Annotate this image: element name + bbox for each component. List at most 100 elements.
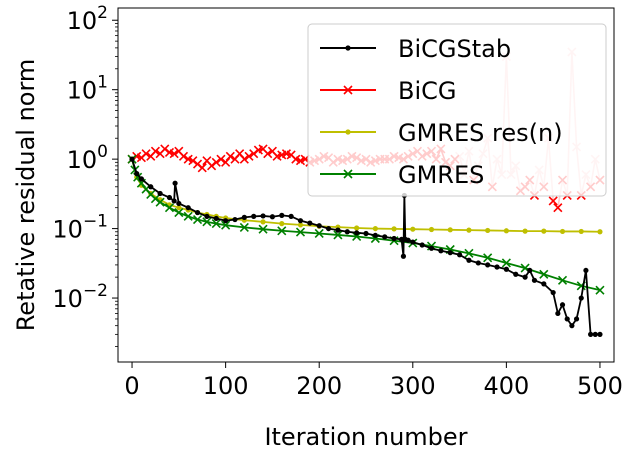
data-point — [185, 205, 191, 211]
data-point — [372, 225, 378, 232]
data-point — [464, 248, 474, 258]
data-point — [221, 220, 231, 230]
data-point — [188, 156, 198, 166]
data-point — [578, 228, 584, 235]
data-point — [258, 224, 268, 234]
data-point — [174, 208, 184, 218]
data-point — [279, 220, 285, 227]
data-point — [553, 203, 563, 213]
data-point — [169, 149, 179, 159]
data-point — [485, 262, 491, 268]
data-point — [597, 331, 603, 337]
series-bicgstab — [129, 156, 603, 337]
data-point — [325, 225, 332, 232]
data-point — [138, 176, 144, 182]
data-point — [541, 228, 547, 234]
data-point — [557, 275, 568, 285]
x-tick-label: 400 — [483, 372, 529, 400]
data-point — [438, 248, 444, 254]
data-point — [251, 213, 257, 219]
data-point — [197, 163, 207, 173]
legend-box — [307, 23, 607, 197]
data-point — [539, 269, 549, 279]
data-point — [501, 258, 511, 268]
data-point — [531, 277, 538, 283]
data-point — [597, 229, 603, 235]
data-point — [172, 180, 178, 186]
data-point — [410, 239, 416, 245]
data-point — [202, 217, 212, 227]
legend-label: GMRES — [398, 161, 484, 189]
data-point — [527, 267, 533, 274]
y-tick-label: 102 — [67, 3, 108, 35]
data-point — [211, 157, 221, 167]
data-point — [269, 214, 276, 220]
data-point — [279, 212, 285, 218]
data-point — [548, 196, 558, 206]
data-point — [503, 266, 509, 272]
plot-frame — [117, 7, 615, 363]
data-point — [333, 230, 343, 240]
data-point — [239, 222, 249, 232]
data-point — [176, 205, 182, 211]
legend-swatch-marker — [345, 45, 351, 51]
y-axis-label: Retative residual norm — [12, 59, 40, 332]
data-point — [176, 200, 182, 207]
data-point — [583, 267, 589, 274]
data-point — [522, 274, 528, 280]
data-point — [225, 151, 235, 161]
data-point — [150, 146, 160, 156]
data-point — [503, 228, 509, 234]
data-point — [183, 211, 193, 221]
data-point — [316, 223, 322, 229]
data-point — [410, 226, 416, 232]
data-point — [428, 226, 435, 233]
data-point — [483, 253, 493, 263]
data-point — [419, 242, 425, 248]
data-point — [263, 149, 273, 159]
data-point — [592, 331, 598, 337]
data-point — [398, 236, 405, 242]
data-point — [244, 151, 254, 161]
data-point — [192, 214, 203, 225]
data-point — [148, 184, 154, 190]
data-point — [160, 144, 170, 154]
x-tick-label: 300 — [390, 372, 436, 400]
data-point — [475, 260, 481, 266]
data-point — [221, 157, 231, 167]
data-point — [216, 154, 226, 164]
data-point — [232, 216, 238, 223]
y-tick-label: 10−2 — [52, 281, 108, 313]
data-point — [588, 331, 594, 337]
legend-swatch-marker — [343, 169, 353, 179]
data-point — [391, 226, 397, 232]
data-point — [297, 222, 304, 228]
y-tick-label: 100 — [67, 142, 108, 174]
data-point — [314, 228, 324, 239]
x-tick-label: 500 — [577, 372, 623, 400]
data-point — [157, 190, 163, 197]
legend-label: BiCGStab — [398, 35, 511, 63]
data-point — [456, 252, 463, 258]
data-point — [447, 250, 453, 256]
data-point — [223, 218, 229, 224]
data-point — [564, 316, 570, 322]
legend-swatch-marker — [343, 85, 353, 95]
y-tick-label: 101 — [67, 73, 108, 105]
data-point — [466, 227, 472, 233]
data-point — [241, 214, 247, 220]
data-point — [129, 156, 135, 162]
data-point — [166, 194, 173, 201]
data-point — [382, 234, 388, 240]
data-point — [363, 230, 369, 237]
data-point — [372, 232, 378, 238]
data-point — [211, 219, 221, 229]
data-point — [335, 227, 341, 233]
data-point — [134, 170, 140, 177]
data-point — [494, 264, 500, 270]
x-tick-label: 0 — [124, 372, 139, 400]
data-point — [428, 245, 435, 251]
data-point — [513, 271, 519, 277]
data-point — [400, 253, 407, 259]
